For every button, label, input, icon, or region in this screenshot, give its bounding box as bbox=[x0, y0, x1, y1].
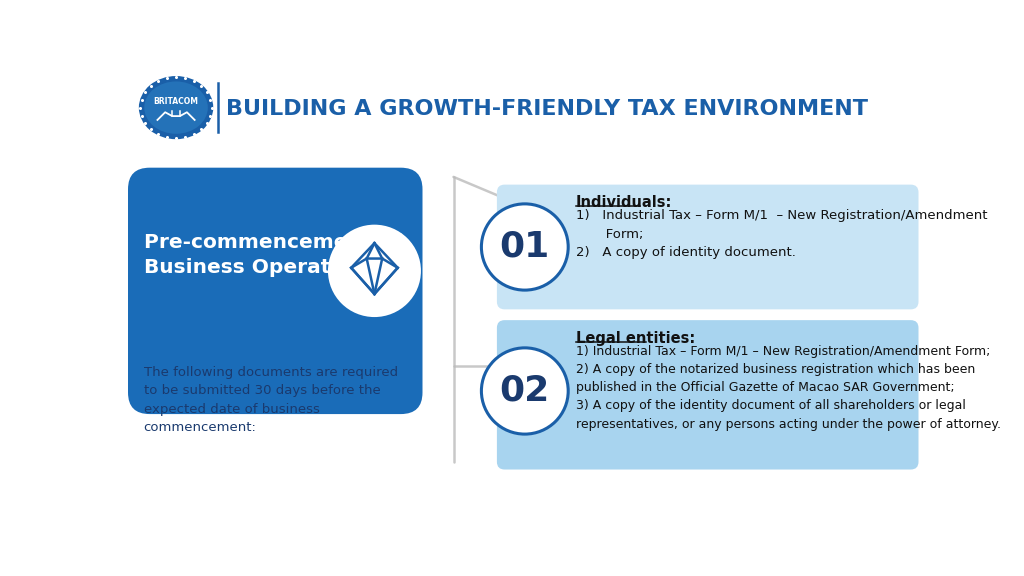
Text: 1) Industrial Tax – Form M/1 – New Registration/Amendment Form;
2) A copy of the: 1) Industrial Tax – Form M/1 – New Regis… bbox=[575, 345, 1000, 431]
Text: BRITACOM: BRITACOM bbox=[154, 97, 199, 106]
Circle shape bbox=[481, 204, 568, 290]
Text: The following documents are required
to be submitted 30 days before the
expected: The following documents are required to … bbox=[143, 366, 397, 434]
Text: 1)   Industrial Tax – Form M/1  – New Registration/Amendment
       Form;
2)   A: 1) Industrial Tax – Form M/1 – New Regis… bbox=[575, 209, 987, 259]
Text: Individuals:: Individuals: bbox=[575, 195, 673, 210]
Text: 02: 02 bbox=[500, 374, 550, 408]
FancyBboxPatch shape bbox=[497, 185, 919, 309]
Text: Legal entities:: Legal entities: bbox=[575, 331, 695, 346]
Ellipse shape bbox=[144, 81, 208, 134]
Text: Pre-commencement of
Business Operation: Pre-commencement of Business Operation bbox=[143, 233, 400, 278]
Circle shape bbox=[481, 348, 568, 434]
Text: 01: 01 bbox=[500, 230, 550, 264]
Ellipse shape bbox=[139, 76, 213, 139]
Text: BUILDING A GROWTH-FRIENDLY TAX ENVIRONMENT: BUILDING A GROWTH-FRIENDLY TAX ENVIRONME… bbox=[225, 99, 867, 119]
FancyBboxPatch shape bbox=[497, 320, 919, 469]
Circle shape bbox=[328, 225, 421, 317]
FancyBboxPatch shape bbox=[128, 168, 423, 414]
